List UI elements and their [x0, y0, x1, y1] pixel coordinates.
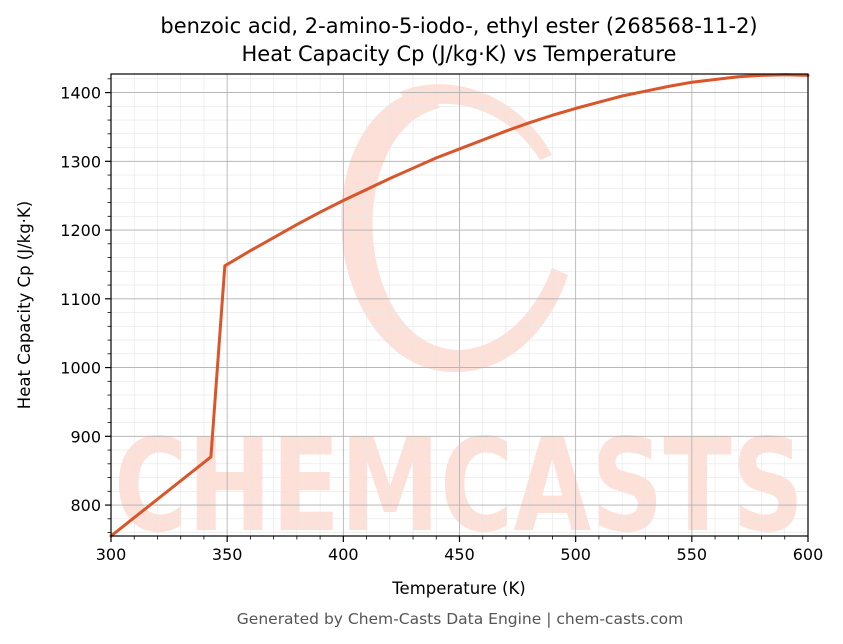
y-axis: 800 900 1000 1100 1200 1300 1400 [60, 78, 111, 533]
y-tick-label: 1200 [60, 221, 101, 240]
x-axis-label: Temperature (K) [391, 579, 525, 598]
y-tick-label: 1300 [60, 152, 101, 171]
y-tick-label: 800 [70, 496, 101, 515]
x-tick-label: 400 [328, 545, 359, 564]
x-tick-label: 350 [212, 545, 243, 564]
footer-credit: Generated by Chem-Casts Data Engine | ch… [237, 610, 683, 628]
x-axis: 300 350 400 450 500 550 600 [96, 536, 824, 564]
x-tick-label: 500 [560, 545, 591, 564]
y-tick-label: 1100 [60, 290, 101, 309]
series-line [109, 73, 810, 538]
y-tick-label: 900 [70, 427, 101, 446]
x-tick-label: 300 [96, 545, 127, 564]
y-axis-label: Heat Capacity Cp (J/kg·K) [15, 201, 34, 409]
x-tick-label: 600 [793, 545, 824, 564]
y-tick-label: 1400 [60, 84, 101, 103]
x-tick-label: 550 [677, 545, 708, 564]
plot-area: CHEMCASTS [109, 73, 810, 561]
chart-title: benzoic acid, 2-amino-5-iodo-, ethyl est… [160, 14, 757, 38]
chart-subtitle: Heat Capacity Cp (J/kg·K) vs Temperature [242, 42, 677, 66]
y-tick-label: 1000 [60, 359, 101, 378]
x-tick-label: 450 [444, 545, 475, 564]
watermark-logo [341, 84, 568, 373]
